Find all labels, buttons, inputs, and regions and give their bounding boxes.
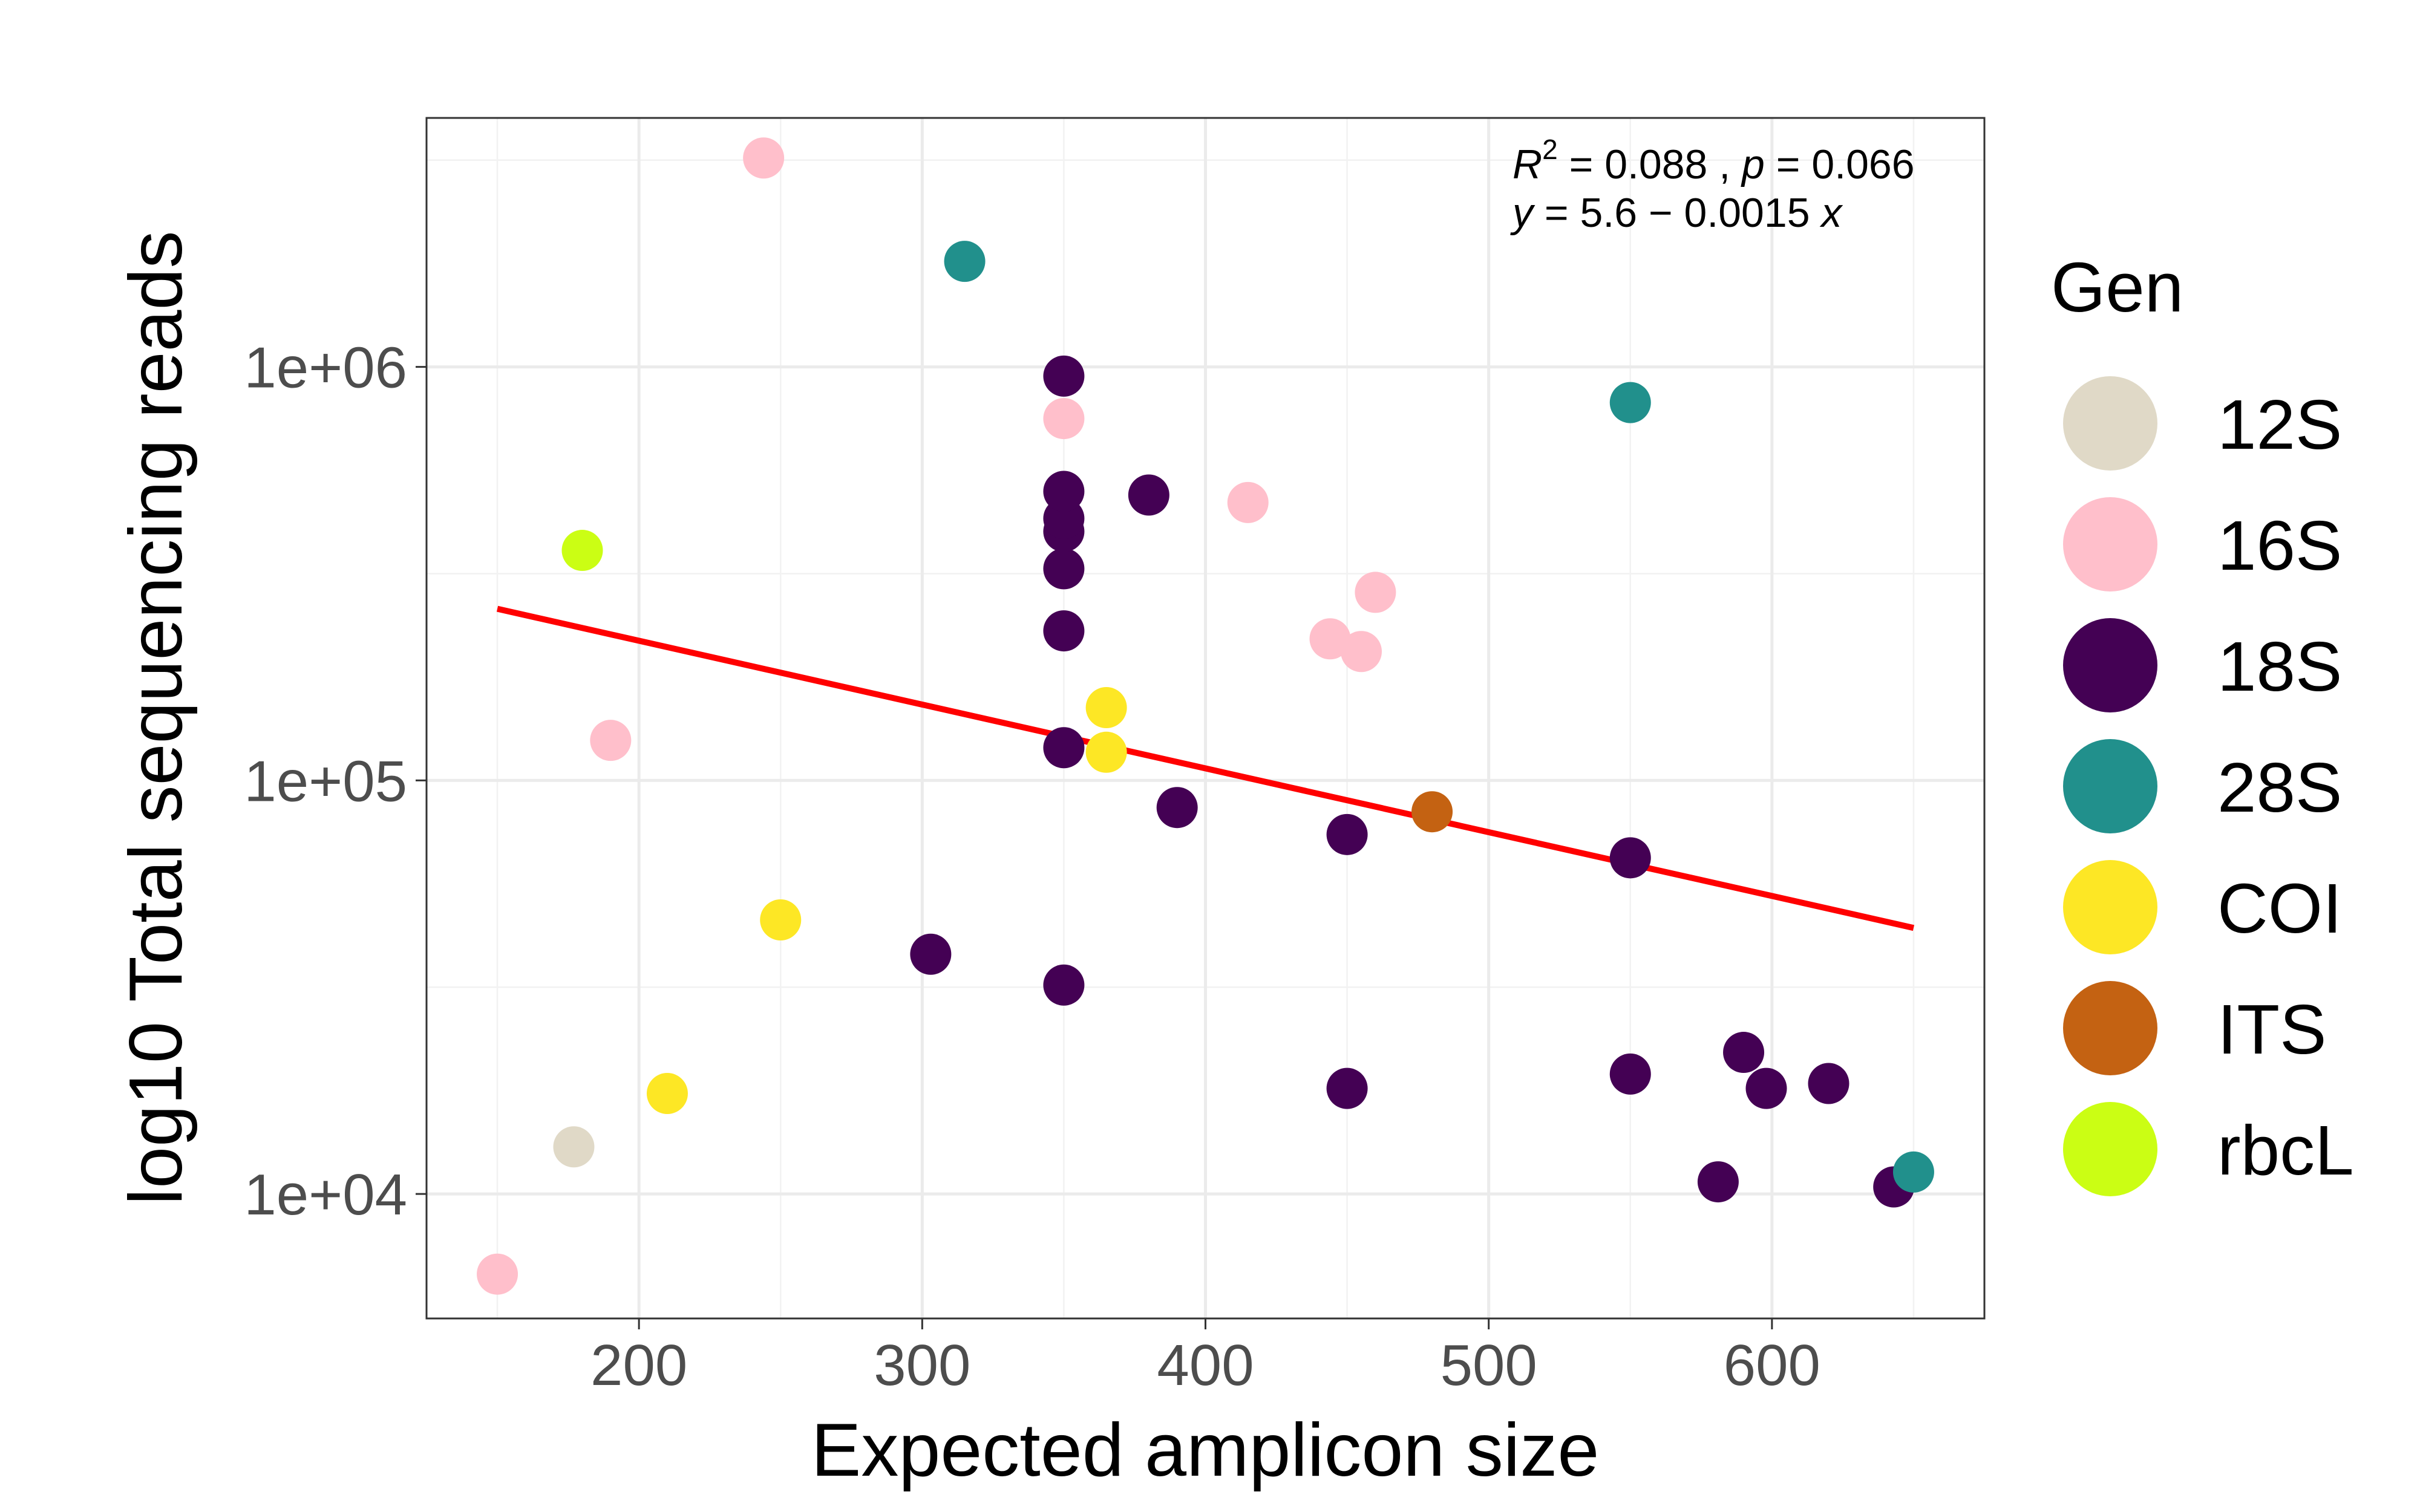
regression-line-layer (496, 605, 1915, 931)
data-point-18s (1043, 548, 1085, 590)
stats-line-r2: R2 = 0.088 , p = 0.066 (1512, 134, 1915, 187)
data-point-28s (1892, 1151, 1934, 1193)
data-point-28s (944, 241, 986, 282)
data-point-16s (1341, 631, 1382, 673)
data-point-16s (477, 1253, 518, 1295)
legend-label-rbcl: rbcL (2217, 1111, 2354, 1190)
data-point-coi (1085, 731, 1127, 773)
legend-key-coi (2063, 860, 2157, 954)
legend-label-28s: 28S (2217, 748, 2342, 827)
data-point-rbcl (561, 530, 603, 572)
legend-key-its (2063, 981, 2157, 1075)
stats-line-equation: y = 5.6 − 0.0015 x (1510, 190, 1843, 236)
legend-label-its: ITS (2217, 990, 2326, 1069)
legend-key-18s (2063, 618, 2157, 712)
data-point-16s (1355, 572, 1396, 613)
legend-title: Gen (2051, 248, 2183, 327)
data-point-18s (1326, 813, 1368, 855)
data-point-16s (1227, 481, 1269, 523)
data-point-12s (553, 1126, 595, 1168)
r-superscript: 2 (1542, 134, 1558, 165)
data-point-18s (1723, 1032, 1765, 1074)
legend-label-coi: COI (2217, 869, 2342, 948)
data-point-coi (760, 899, 802, 941)
grid-major (427, 118, 1984, 1318)
data-point-18s (1156, 787, 1198, 829)
data-point-16s (1043, 398, 1085, 440)
eq-body: = 5.6 − 0.0015 (1533, 190, 1821, 236)
data-point-16s (743, 137, 785, 179)
x-tick-label: 200 (590, 1333, 687, 1398)
data-point-18s (1609, 1053, 1651, 1095)
data-point-18s (910, 933, 952, 975)
data-point-18s (1697, 1161, 1739, 1203)
legend-key-28s (2063, 739, 2157, 833)
legend-label-18s: 18S (2217, 627, 2342, 706)
legend-label-12s: 12S (2217, 385, 2342, 464)
x-tick-label: 400 (1157, 1333, 1254, 1398)
data-point-16s (590, 720, 632, 761)
p-symbol: p (1741, 142, 1765, 187)
data-point-coi (1085, 687, 1127, 729)
data-point-18s (1745, 1067, 1787, 1109)
data-point-18s (1043, 964, 1085, 1006)
legend-key-rbcl (2063, 1102, 2157, 1196)
data-point-18s (1326, 1067, 1368, 1109)
y-tick-label: 1e+04 (244, 1162, 407, 1227)
legend-key-16s (2063, 497, 2157, 591)
stats-annotation: R2 = 0.088 , p = 0.066 y = 5.6 − 0.0015 … (1510, 134, 1915, 236)
legend-key-12s (2063, 376, 2157, 471)
x-tick-label: 600 (1724, 1333, 1820, 1398)
data-point-18s (1043, 471, 1085, 512)
y-tick-label: 1e+05 (244, 749, 407, 813)
regression-line (496, 605, 1915, 931)
data-point-18s (1808, 1063, 1849, 1104)
grid-minor (427, 118, 1984, 1318)
data-point-28s (1609, 382, 1651, 423)
data-point-18s (1128, 474, 1169, 516)
data-point-coi (646, 1072, 688, 1114)
x-tick-label: 300 (874, 1333, 970, 1398)
data-point-18s (1043, 727, 1085, 769)
data-point-18s (1043, 355, 1085, 397)
data-point-16s (1309, 618, 1351, 660)
y-tick-label: 1e+06 (244, 336, 407, 400)
legend-label-16s: 16S (2217, 506, 2342, 585)
x-axis: 200 300 400 500 600 (590, 1318, 1820, 1398)
r-symbol: R (1512, 142, 1542, 187)
data-point-its (1411, 791, 1453, 833)
data-point-18s (1043, 610, 1085, 652)
r2-value: = 0.088 , (1558, 142, 1742, 187)
points-layer (477, 137, 1934, 1295)
legend: Gen 12S 16S 18S 28S COI ITS rbcL (2051, 248, 2354, 1196)
x-axis-title: Expected amplicon size (811, 1409, 1600, 1492)
eq-x: x (1819, 190, 1843, 236)
y-axis: 1e+04 1e+05 1e+06 (244, 336, 427, 1227)
y-axis-title: log10 Total sequencing reads (114, 231, 198, 1205)
data-point-18s (1609, 837, 1651, 879)
x-tick-label: 500 (1441, 1333, 1537, 1398)
eq-y: y (1510, 190, 1535, 236)
p-value: = 0.066 (1765, 142, 1915, 187)
